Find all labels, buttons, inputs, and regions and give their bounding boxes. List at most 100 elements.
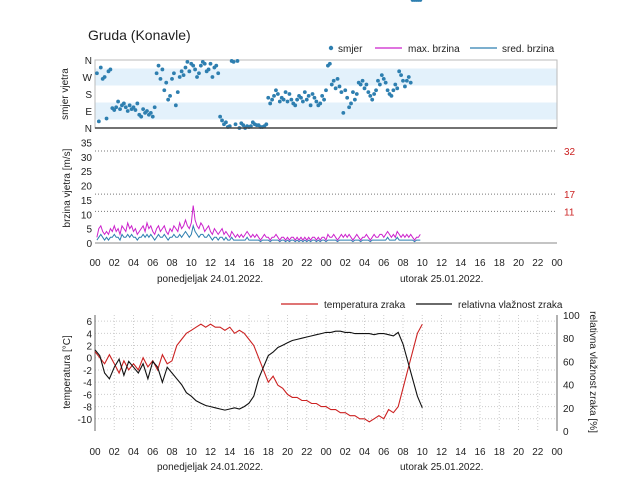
speed-tick-label: 5	[86, 225, 92, 236]
direction-point	[393, 82, 398, 87]
humidity-tick-label: 80	[563, 334, 575, 345]
direction-point	[378, 82, 382, 87]
temp-x-tick-label: 08	[166, 447, 178, 458]
speed-reference-label: 32	[564, 147, 576, 158]
speed-x-tick-label: 02	[109, 258, 121, 269]
direction-point	[383, 80, 388, 85]
direction-point	[166, 97, 171, 102]
temp-tick-label: -8	[83, 403, 92, 414]
direction-point	[329, 82, 334, 87]
direction-point	[185, 59, 190, 64]
direction-tick-label: W	[83, 73, 93, 84]
speed-tick-label: 25	[81, 167, 93, 178]
temp-date-label-day1: ponedjeljak 24.01.2022.	[157, 462, 263, 473]
humidity-axis-label: relativna vlažnost zraka [%]	[587, 311, 598, 433]
direction-point	[114, 105, 119, 110]
direction-point	[295, 97, 300, 102]
direction-point	[408, 80, 413, 85]
direction-point	[220, 118, 224, 123]
direction-point	[351, 90, 355, 95]
speed-tick-label: 35	[81, 138, 93, 149]
legend-label-vlaznost: relativna vlažnost zraka	[458, 300, 563, 311]
direction-point	[231, 59, 236, 64]
direction-point	[181, 73, 186, 78]
direction-point	[139, 114, 144, 119]
legend-label-sred-brzina: sred. brzina	[502, 44, 555, 55]
direction-point	[191, 63, 196, 68]
temp-x-tick-label: 16	[474, 447, 486, 458]
temp-tick-label: 4	[86, 329, 92, 340]
direction-point	[241, 123, 246, 128]
direction-point	[266, 95, 271, 100]
speed-reference-label: 17	[564, 190, 576, 201]
direction-point	[320, 93, 325, 98]
speed-x-tick-label: 10	[417, 258, 429, 269]
direction-tick-label: E	[85, 107, 92, 118]
direction-point	[285, 99, 290, 104]
direction-point	[366, 90, 371, 95]
direction-point	[145, 109, 149, 113]
temp-tick-label: -6	[83, 390, 92, 401]
direction-point	[268, 101, 273, 106]
direction-point	[281, 97, 286, 102]
direction-point	[168, 93, 172, 98]
direction-point	[177, 75, 182, 79]
speed-x-tick-label: 16	[243, 258, 255, 269]
direction-point	[197, 71, 201, 76]
temp-x-tick-label: 02	[109, 447, 121, 458]
direction-point	[395, 86, 400, 91]
direction-point	[301, 99, 305, 104]
speed-x-tick-label: 06	[378, 258, 390, 269]
direction-point	[156, 63, 161, 68]
temp-tick-label: 6	[86, 317, 92, 328]
direction-point	[224, 120, 228, 125]
speed-x-tick-label: 20	[513, 258, 525, 269]
direction-point	[121, 101, 126, 106]
humidity-tick-label: 0	[563, 427, 569, 438]
temp-x-tick-label: 00	[89, 447, 101, 458]
temp-x-tick-label: 12	[436, 447, 448, 458]
direction-tick-label: N	[85, 56, 92, 67]
speed-x-tick-label: 12	[436, 258, 448, 269]
direction-point	[98, 65, 103, 70]
speed-x-tick-label: 18	[263, 258, 275, 269]
direction-point	[164, 80, 169, 85]
direction-point	[175, 90, 180, 95]
temp-x-tick-label: 14	[224, 447, 236, 458]
speed-date-label-day1: ponedjeljak 24.01.2022.	[157, 274, 263, 285]
direction-point	[418, 0, 423, 2]
speed-x-tick-label: 06	[147, 258, 159, 269]
direction-axis-label: smjer vjetra	[60, 68, 71, 120]
speed-x-tick-label: 22	[301, 258, 313, 269]
direction-point	[376, 78, 380, 83]
temp-x-tick-label: 06	[147, 447, 159, 458]
direction-point	[202, 61, 207, 66]
direction-point	[381, 76, 386, 81]
speed-reference-label: 11	[564, 207, 575, 218]
direction-point	[335, 76, 340, 81]
direction-point	[343, 88, 348, 93]
direction-point	[352, 97, 357, 102]
direction-point	[403, 84, 407, 89]
direction-point	[372, 92, 377, 96]
temp-x-tick-label: 04	[128, 447, 140, 458]
speed-x-tick-label: 22	[532, 258, 544, 269]
direction-point	[148, 110, 153, 115]
direction-point	[210, 75, 215, 79]
direction-point	[379, 73, 384, 78]
direction-point	[306, 93, 311, 98]
direction-point	[406, 75, 411, 79]
temp-x-tick-label: 10	[417, 447, 429, 458]
direction-point	[187, 69, 192, 74]
direction-point	[368, 93, 373, 98]
series-line-sred-brzina	[96, 223, 421, 243]
direction-point	[275, 92, 280, 96]
humidity-tick-label: 100	[563, 311, 580, 322]
direction-point	[193, 67, 198, 72]
direction-point	[170, 76, 174, 81]
speed-tick-label: 0	[86, 239, 92, 250]
direction-band	[95, 102, 557, 120]
direction-tick-label: S	[85, 90, 92, 101]
series-line-temperatura	[94, 323, 423, 423]
